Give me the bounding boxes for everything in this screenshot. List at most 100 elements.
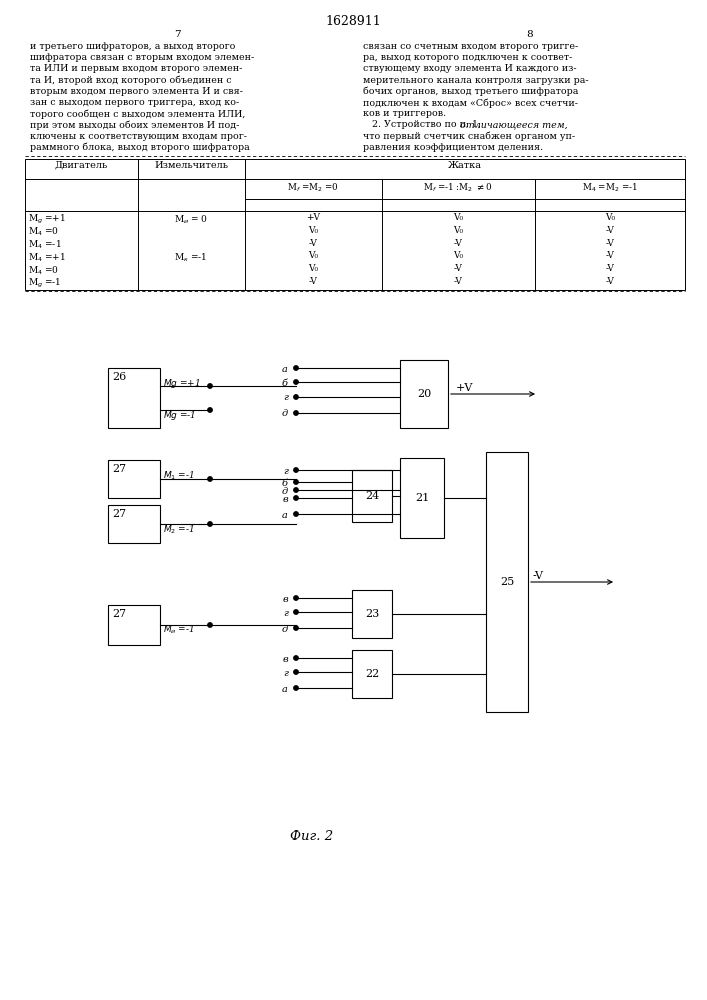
Text: 1628911: 1628911 (325, 15, 381, 28)
Text: M$_f$ =M$_2$ =0: M$_f$ =M$_2$ =0 (287, 181, 339, 194)
Text: г: г (283, 393, 288, 402)
Circle shape (208, 623, 212, 627)
Text: 7: 7 (174, 30, 180, 39)
Text: M$_4$ =0: M$_4$ =0 (28, 226, 59, 238)
Text: $Mg$ =-1: $Mg$ =-1 (163, 409, 196, 422)
Text: и третьего шифраторов, а выход второго: и третьего шифраторов, а выход второго (30, 42, 235, 51)
Text: V₀: V₀ (308, 226, 318, 235)
Text: а: а (282, 510, 288, 520)
Text: 24: 24 (365, 491, 379, 501)
Circle shape (294, 488, 298, 492)
Text: ствующему входу элемента И каждого из-: ствующему входу элемента И каждого из- (363, 64, 577, 73)
Circle shape (294, 468, 298, 472)
Text: V₀: V₀ (605, 213, 615, 222)
Text: та И, второй вход которого объединен с: та И, второй вход которого объединен с (30, 76, 232, 85)
Text: г: г (283, 466, 288, 476)
Text: торого сообщен с выходом элемента ИЛИ,: торого сообщен с выходом элемента ИЛИ, (30, 109, 245, 119)
Text: +V: +V (306, 213, 320, 222)
Text: -V: -V (606, 264, 614, 273)
Text: $Mg$ =+1: $Mg$ =+1 (163, 377, 200, 390)
Circle shape (294, 686, 298, 690)
Circle shape (294, 366, 298, 370)
Bar (108, 460, 160, 498)
Bar (352, 590, 392, 638)
Text: -V: -V (606, 239, 614, 248)
Text: -V: -V (454, 277, 462, 286)
Text: бочих органов, выход третьего шифратора: бочих органов, выход третьего шифратора (363, 87, 578, 96)
Circle shape (294, 596, 298, 600)
Text: в: в (282, 494, 288, 504)
Text: -V: -V (606, 277, 614, 286)
Text: +V: +V (456, 383, 474, 393)
Text: отличающееся тем,: отличающееся тем, (460, 120, 567, 129)
Text: 2. Устройство по п. 1,: 2. Устройство по п. 1, (363, 120, 484, 129)
Circle shape (294, 380, 298, 384)
Text: V₀: V₀ (308, 264, 318, 273)
Circle shape (294, 626, 298, 630)
Text: V₀: V₀ (453, 251, 463, 260)
Text: M$_g$ =-1: M$_g$ =-1 (28, 277, 62, 290)
Text: шифратора связан с вторым входом элемен-: шифратора связан с вторым входом элемен- (30, 53, 255, 62)
Circle shape (294, 610, 298, 614)
Bar (400, 458, 444, 538)
Text: $M_2$ =-1: $M_2$ =-1 (163, 523, 194, 536)
Text: M$_g$ =+1: M$_g$ =+1 (28, 213, 66, 226)
Text: V₀: V₀ (308, 251, 318, 260)
Text: -V: -V (308, 239, 317, 248)
Text: -V: -V (308, 277, 317, 286)
Text: -V: -V (606, 226, 614, 235)
Bar (486, 452, 528, 712)
Text: Фиг. 2: Фиг. 2 (290, 830, 333, 843)
Text: V₀: V₀ (453, 226, 463, 235)
Circle shape (294, 411, 298, 415)
Text: Двигатель: Двигатель (54, 161, 107, 170)
Bar (25, 159, 685, 290)
Circle shape (208, 522, 212, 526)
Text: зан с выходом первого триггера, вход ко-: зан с выходом первого триггера, вход ко- (30, 98, 239, 107)
Text: равления коэффициентом деления.: равления коэффициентом деления. (363, 143, 543, 152)
Text: а: а (282, 684, 288, 694)
Text: 23: 23 (365, 609, 379, 619)
Text: 20: 20 (417, 389, 431, 399)
Circle shape (294, 480, 298, 484)
Text: что первый счетчик снабжен органом уп-: что первый счетчик снабжен органом уп- (363, 132, 575, 141)
Circle shape (208, 384, 212, 388)
Text: M$_и$ = 0: M$_и$ = 0 (174, 213, 208, 226)
Text: б: б (282, 378, 288, 387)
Text: б: б (282, 479, 288, 488)
Text: ключены к соответствующим входам прог-: ключены к соответствующим входам прог- (30, 132, 247, 141)
Text: M$_4$ =0: M$_4$ =0 (28, 264, 59, 277)
Bar (108, 368, 160, 428)
Text: V₀: V₀ (453, 213, 463, 222)
Text: подключен к входам «Сброс» всех счетчи-: подключен к входам «Сброс» всех счетчи- (363, 98, 578, 107)
Text: раммного блока, выход второго шифратора: раммного блока, выход второго шифратора (30, 143, 250, 152)
Circle shape (294, 656, 298, 660)
Text: -V: -V (454, 239, 462, 248)
Text: ра, выход которого подключен к соответ-: ра, выход которого подключен к соответ- (363, 53, 573, 62)
Text: д: д (282, 410, 288, 418)
Text: при этом выходы обоих элементов И под-: при этом выходы обоих элементов И под- (30, 120, 240, 130)
Text: та ИЛИ и первым входом второго элемен-: та ИЛИ и первым входом второго элемен- (30, 64, 243, 73)
Text: 25: 25 (500, 577, 514, 587)
Text: Жатка: Жатка (448, 161, 482, 170)
Text: г: г (283, 668, 288, 678)
Text: M$_4$ =M$_2$ =-1: M$_4$ =M$_2$ =-1 (582, 181, 638, 194)
Text: связан со счетным входом второго тригге-: связан со счетным входом второго тригге- (363, 42, 578, 51)
Text: Измельчитель: Измельчитель (154, 161, 228, 170)
Text: $M_1$ =-1: $M_1$ =-1 (163, 470, 194, 483)
Text: 26: 26 (112, 372, 127, 382)
Circle shape (208, 408, 212, 412)
Circle shape (294, 395, 298, 399)
Text: ков и триггеров.: ков и триггеров. (363, 109, 446, 118)
Circle shape (294, 496, 298, 500)
Text: г: г (283, 608, 288, 617)
Text: в: в (282, 594, 288, 603)
Text: M$_4$ =-1: M$_4$ =-1 (28, 239, 62, 251)
Text: вторым входом первого элемента И и свя-: вторым входом первого элемента И и свя- (30, 87, 243, 96)
Text: 27: 27 (112, 609, 126, 619)
Text: M$_f$ =-1 :M$_2$ $\neq$0: M$_f$ =-1 :M$_2$ $\neq$0 (423, 181, 493, 194)
Text: 21: 21 (415, 493, 429, 503)
Text: M$_к$ =-1: M$_к$ =-1 (175, 251, 208, 264)
Text: 8: 8 (527, 30, 533, 39)
Text: $M_и$ =-1: $M_и$ =-1 (163, 624, 194, 637)
